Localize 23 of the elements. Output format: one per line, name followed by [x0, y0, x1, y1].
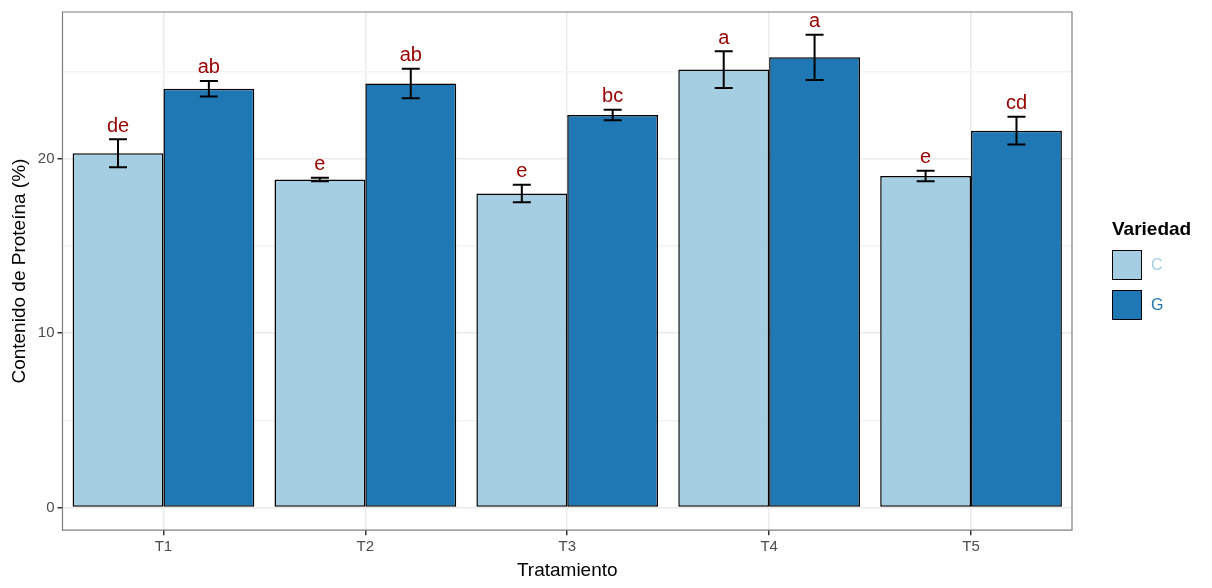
- data-label: ab: [399, 43, 422, 66]
- x-tick-label: T4: [760, 537, 778, 555]
- x-tick-label: T3: [558, 537, 576, 555]
- y-tick-label: 10: [37, 323, 55, 341]
- data-label: e: [920, 145, 932, 168]
- data-label: e: [516, 159, 528, 182]
- data-label: a: [809, 9, 822, 32]
- x-tick-label: T5: [962, 537, 980, 555]
- data-label: ab: [197, 55, 220, 78]
- x-tick-label: T1: [154, 537, 173, 555]
- y-tick-label: 20: [37, 148, 55, 166]
- y-axis-title: Contenido de Proteína (%): [7, 158, 29, 384]
- legend-label: C: [1151, 256, 1163, 274]
- data-label: e: [314, 152, 326, 175]
- x-tick-label: T2: [356, 537, 375, 555]
- text: G: [1151, 296, 1164, 314]
- x-axis-title: Tratamiento: [516, 558, 618, 580]
- data-label: bc: [602, 84, 624, 107]
- data-label: de: [106, 113, 130, 136]
- data-label: a: [718, 25, 731, 48]
- data-label: cd: [1005, 91, 1028, 114]
- legend-title: Variedad: [1112, 218, 1192, 240]
- y-tick-label: 0: [46, 497, 55, 515]
